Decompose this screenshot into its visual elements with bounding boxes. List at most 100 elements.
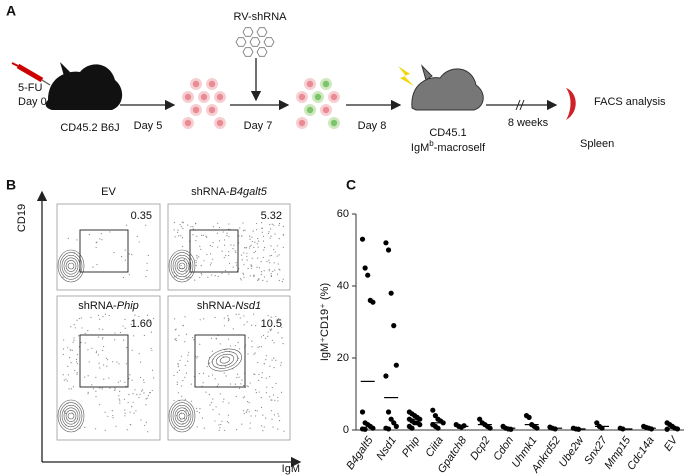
contour	[170, 252, 194, 280]
nucleus	[298, 93, 306, 101]
contour	[61, 404, 81, 428]
event	[212, 226, 214, 228]
event	[219, 343, 221, 345]
event	[76, 353, 79, 356]
event	[258, 391, 260, 393]
event	[119, 380, 121, 382]
event	[195, 261, 197, 264]
event	[250, 264, 252, 266]
panel-label: A	[6, 3, 16, 19]
event	[183, 418, 186, 420]
event	[102, 336, 104, 339]
event	[144, 424, 146, 427]
event	[129, 411, 131, 413]
event	[248, 247, 251, 249]
event	[195, 264, 197, 266]
event	[202, 372, 205, 374]
event	[119, 400, 121, 402]
event	[117, 381, 119, 383]
event	[178, 369, 180, 371]
event	[263, 246, 266, 249]
event	[206, 236, 208, 238]
data-point	[370, 299, 376, 305]
event	[198, 373, 201, 375]
event	[180, 419, 182, 421]
event	[278, 279, 280, 282]
event	[238, 376, 240, 378]
event	[143, 381, 145, 384]
event	[217, 246, 219, 248]
event	[128, 253, 130, 255]
nucleus	[298, 119, 306, 127]
event	[114, 389, 116, 392]
event	[97, 354, 100, 356]
event	[253, 353, 255, 355]
event	[239, 227, 241, 229]
event	[87, 391, 89, 393]
event	[202, 382, 204, 384]
event	[107, 415, 109, 417]
event	[225, 375, 227, 377]
event	[247, 353, 249, 355]
event	[103, 345, 105, 348]
event	[124, 415, 126, 417]
event	[246, 410, 248, 412]
event	[111, 410, 113, 412]
event	[67, 347, 69, 349]
event	[232, 328, 234, 330]
event	[215, 406, 217, 408]
contour	[168, 249, 196, 283]
event	[195, 407, 198, 409]
data-point	[385, 409, 392, 415]
text: IgM	[411, 142, 429, 154]
event	[251, 346, 253, 348]
event	[118, 395, 120, 397]
event	[128, 377, 130, 380]
event	[136, 235, 138, 238]
event	[273, 248, 275, 251]
event	[92, 266, 94, 268]
event	[152, 317, 155, 320]
event	[69, 349, 71, 351]
irradiation-icon	[398, 66, 414, 86]
event	[91, 384, 93, 386]
event	[145, 275, 147, 278]
event	[179, 224, 181, 226]
event	[223, 239, 226, 241]
plot-frame	[56, 203, 161, 291]
event	[278, 317, 280, 320]
event	[243, 396, 246, 398]
event	[102, 349, 104, 352]
event	[235, 313, 237, 315]
contour	[178, 262, 186, 270]
event	[178, 335, 180, 337]
event	[218, 226, 221, 229]
event	[113, 251, 115, 254]
event	[102, 328, 104, 330]
event	[90, 316, 92, 318]
event	[88, 234, 90, 236]
nucleus	[184, 93, 192, 101]
event	[260, 271, 263, 273]
step-label: Day 8	[358, 120, 387, 132]
event	[198, 412, 201, 414]
event	[196, 255, 198, 257]
nucleus	[322, 106, 330, 114]
event	[233, 244, 235, 246]
recipient: CD45.1	[429, 127, 466, 139]
event	[84, 342, 86, 344]
event	[179, 359, 181, 361]
event	[265, 377, 267, 379]
event	[235, 264, 238, 266]
event	[135, 410, 137, 412]
nucleus	[200, 93, 208, 101]
event	[271, 223, 273, 225]
virion	[256, 47, 268, 57]
event	[274, 399, 276, 401]
event	[218, 424, 220, 426]
event	[228, 251, 230, 253]
event	[100, 232, 102, 235]
event	[235, 251, 237, 254]
event	[176, 371, 179, 373]
